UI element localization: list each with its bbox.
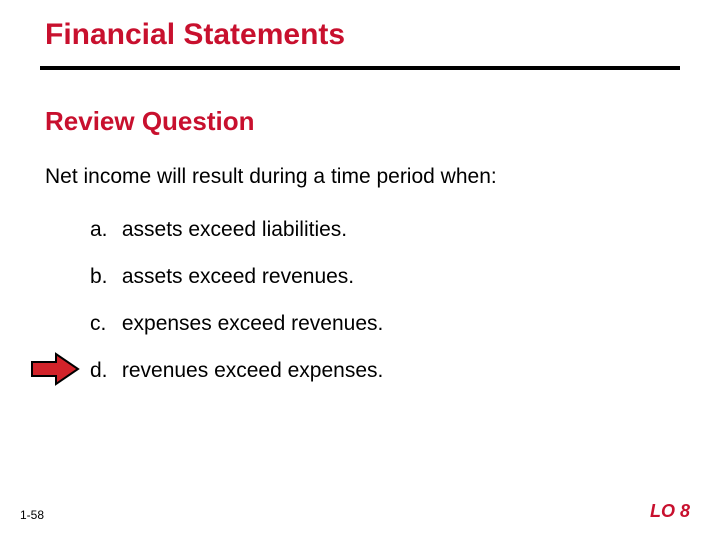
slide: Financial Statements Review Question Net…: [0, 0, 720, 540]
option-d: d. revenues exceed expenses.: [90, 359, 383, 383]
subtitle: Review Question: [45, 106, 255, 137]
learning-objective: LO 8: [650, 501, 690, 522]
option-b: b. assets exceed revenues.: [90, 265, 354, 289]
option-a: a. assets exceed liabilities.: [90, 218, 347, 242]
slide-title: Financial Statements: [45, 18, 345, 52]
option-letter: d.: [90, 359, 116, 383]
option-text: revenues exceed expenses.: [122, 359, 384, 382]
option-text: assets exceed revenues.: [122, 265, 354, 288]
option-c: c. expenses exceed revenues.: [90, 312, 383, 336]
arrow-svg: [30, 352, 80, 386]
option-letter: b.: [90, 265, 116, 289]
option-letter: c.: [90, 312, 116, 336]
question-text: Net income will result during a time per…: [45, 165, 497, 189]
page-number: 1-58: [20, 508, 44, 522]
answer-arrow-icon: [30, 352, 80, 386]
option-letter: a.: [90, 218, 116, 242]
divider-rule: [40, 66, 680, 70]
option-text: assets exceed liabilities.: [122, 218, 347, 241]
option-text: expenses exceed revenues.: [122, 312, 384, 335]
